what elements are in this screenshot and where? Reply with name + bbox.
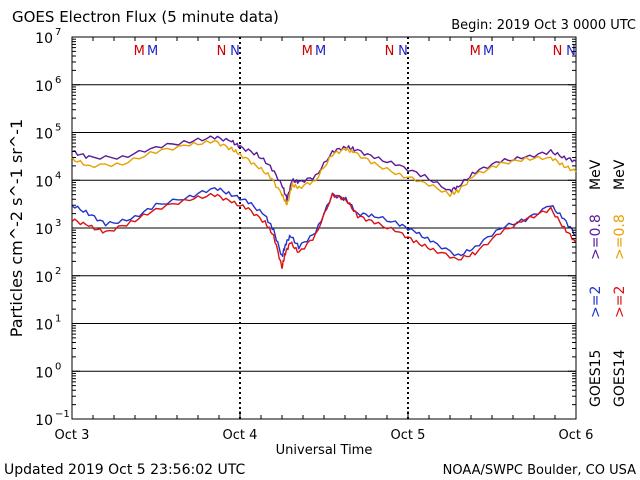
series-line bbox=[71, 139, 577, 206]
mn-marker: M bbox=[147, 44, 158, 59]
grid bbox=[72, 84, 576, 372]
mn-marker: N bbox=[566, 44, 576, 59]
legend-goes14-08mev: >=0.8 bbox=[612, 214, 628, 260]
mn-marker: N bbox=[553, 44, 563, 59]
series-line bbox=[71, 135, 577, 202]
mn-marker: N bbox=[230, 44, 240, 59]
y-tick-exponent: 5 bbox=[55, 123, 61, 134]
mn-marker: M bbox=[483, 44, 494, 59]
y-axis-label: Particles cm^-2 s^-1 sr^-1 bbox=[7, 119, 26, 337]
legend: GOES15 GOES14 >=2 >=2 >=0.8 >=0.8 MeV Me… bbox=[588, 159, 628, 407]
y-tick-exponent: 6 bbox=[55, 75, 61, 86]
y-tick-exponent: 0 bbox=[55, 361, 61, 372]
x-tick-label: Oct 3 bbox=[55, 428, 90, 443]
y-tick-label: 10 bbox=[35, 79, 53, 95]
mn-marker: M bbox=[470, 44, 481, 59]
series-line bbox=[71, 192, 577, 270]
mn-marker: M bbox=[315, 44, 326, 59]
begin-label: Begin: 2019 Oct 3 0000 UTC bbox=[451, 18, 636, 33]
y-tick-exponent: 1 bbox=[55, 314, 61, 325]
y-tick-exponent: 3 bbox=[55, 218, 61, 229]
credit-label: NOAA/SWPC Boulder, CO USA bbox=[443, 463, 636, 478]
x-axis-label: Universal Time bbox=[276, 443, 373, 458]
legend-goes15-08mev: >=0.8 bbox=[588, 214, 604, 260]
mn-marker: M bbox=[134, 44, 145, 59]
legend-unit-14: MeV bbox=[612, 159, 628, 190]
y-tick-exponent: 2 bbox=[55, 266, 61, 277]
mn-marker: N bbox=[385, 44, 395, 59]
y-tick-label: 10 bbox=[35, 365, 53, 381]
x-axis-ticks: Oct 3 Oct 4 Oct 5 Oct 6 bbox=[55, 37, 594, 443]
y-axis-label-text: Particles cm^-2 s^-1 sr^-1 bbox=[7, 119, 26, 337]
y-tick-exponent: −1 bbox=[55, 409, 70, 420]
x-tick-label: Oct 6 bbox=[559, 428, 594, 443]
y-tick-label: 10 bbox=[35, 222, 53, 238]
series-lines bbox=[71, 135, 577, 270]
mn-marker: M bbox=[302, 44, 313, 59]
legend-goes14-2mev: >=2 bbox=[612, 286, 628, 318]
x-tick-label: Oct 5 bbox=[391, 428, 426, 443]
x-tick-label: Oct 4 bbox=[223, 428, 258, 443]
y-tick-label: 10 bbox=[35, 174, 53, 190]
y-tick-label: 10 bbox=[35, 318, 53, 334]
legend-goes14: GOES14 bbox=[612, 349, 628, 407]
mn-marker: N bbox=[217, 44, 227, 59]
y-tick-label: 10 bbox=[35, 127, 53, 143]
mn-marker: N bbox=[398, 44, 408, 59]
updated-label: Updated 2019 Oct 5 23:56:02 UTC bbox=[4, 462, 245, 478]
legend-unit-15: MeV bbox=[588, 159, 604, 190]
y-tick-label: 10 bbox=[35, 31, 53, 47]
y-tick-exponent: 7 bbox=[55, 27, 61, 38]
legend-goes15-2mev: >=2 bbox=[588, 286, 604, 318]
y-tick-label: 10 bbox=[35, 413, 53, 429]
chart-title: GOES Electron Flux (5 minute data) bbox=[12, 8, 279, 26]
legend-goes15: GOES15 bbox=[588, 350, 604, 407]
y-tick-exponent: 4 bbox=[55, 170, 61, 181]
y-tick-label: 10 bbox=[35, 270, 53, 286]
